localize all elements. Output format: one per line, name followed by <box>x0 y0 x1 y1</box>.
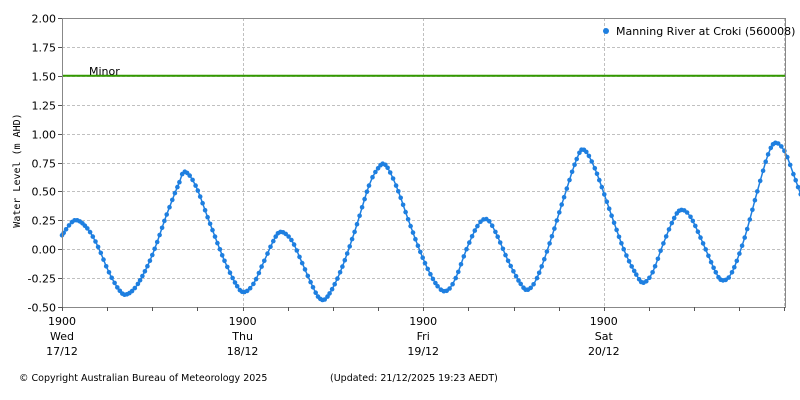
x-tick-label: 1900 <box>229 315 257 328</box>
y-tick-label: -0.25 <box>28 273 56 286</box>
y-tick-label: 0.25 <box>32 215 57 228</box>
x-tick-label: 1900 <box>590 315 618 328</box>
legend-marker-icon <box>603 28 609 34</box>
x-axis: 1900 Wed 17/12 1900 Thu 18/12 1900 Fri 19/12 1900… <box>46 307 785 358</box>
x-tick-label: 20/12 <box>588 345 620 358</box>
y-axis-label: Water Level (m AHD) <box>12 113 23 227</box>
x-tick-label: 1900 <box>409 315 437 328</box>
x-tick-label: Fri <box>417 330 430 343</box>
y-tick-label: 1.25 <box>32 100 57 113</box>
x-tick-label: 19/12 <box>407 345 439 358</box>
updated-timestamp: (Updated: 21/12/2025 19:23 AEDT) <box>330 373 498 384</box>
data-series <box>59 140 800 303</box>
y-tick-label: 0.75 <box>32 158 57 171</box>
x-tick-label: Wed <box>50 330 74 343</box>
y-tick-label: 2.00 <box>32 13 57 26</box>
y-tick-label: 1.50 <box>32 71 57 84</box>
x-tick-label: 1900 <box>48 315 76 328</box>
x-tick-label: 17/12 <box>46 345 78 358</box>
minor-flood-threshold: Minor <box>62 65 785 78</box>
y-tick-label: -0.50 <box>28 302 56 315</box>
y-tick-label: 1.75 <box>32 42 57 55</box>
x-tick-label: Sat <box>595 330 614 343</box>
legend-label: Manning River at Croki (560008) <box>616 25 795 38</box>
y-tick-label: 0.00 <box>32 244 57 257</box>
x-tick-label: Thu <box>231 330 253 343</box>
y-tick-label: 1.00 <box>32 129 57 142</box>
legend: Manning River at Croki (560008) <box>603 25 795 38</box>
minor-threshold-label: Minor <box>89 65 120 78</box>
y-axis: 2.00 1.75 1.50 1.25 1.00 0.75 0.50 0.25 0.00 -0.2… <box>28 13 62 315</box>
y-tick-label: 0.50 <box>32 186 57 199</box>
x-tick-label: 18/12 <box>227 345 259 358</box>
copyright-text: © Copyright Australian Bureau of Meteoro… <box>19 373 268 384</box>
